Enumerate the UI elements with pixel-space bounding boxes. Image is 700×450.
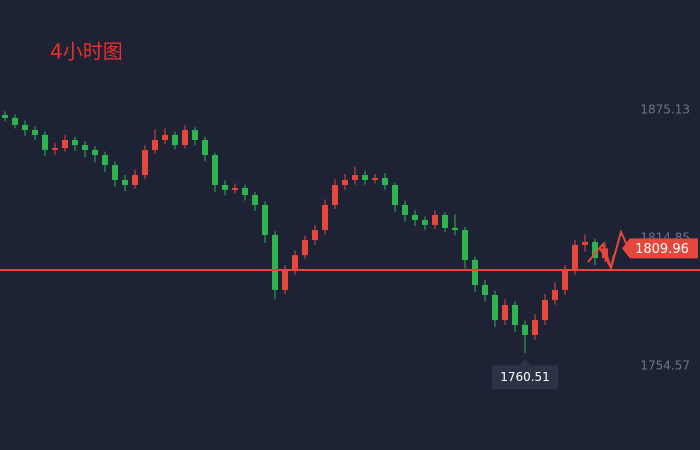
candle-body: [42, 134, 48, 150]
candle-body: [122, 179, 128, 186]
candle-body: [342, 179, 348, 186]
candle-body: [332, 185, 338, 205]
candle-body: [232, 187, 238, 190]
candle-body: [422, 220, 428, 225]
candle-body: [2, 114, 8, 118]
candle-body: [502, 304, 508, 321]
candle-body: [182, 130, 188, 146]
candle-body: [482, 285, 488, 296]
candle-body: [382, 178, 388, 186]
candle-body: [562, 269, 568, 290]
candle-body: [282, 269, 288, 290]
candle-body: [292, 255, 298, 270]
candle-body: [222, 185, 228, 190]
candle-body: [512, 304, 518, 325]
candle-body: [452, 227, 458, 231]
candle-body: [592, 241, 598, 259]
candle-body: [62, 139, 68, 149]
candle-body: [602, 248, 608, 259]
candle-body: [192, 130, 198, 140]
candle-body: [372, 178, 378, 180]
candle-body: [92, 149, 98, 156]
candle-body: [462, 230, 468, 260]
chart-title: 4小时图: [50, 40, 123, 64]
candle-body: [572, 244, 578, 270]
candle-body: [52, 148, 58, 150]
candle-body: [162, 134, 168, 140]
candle-body: [402, 204, 408, 215]
candle-body: [522, 324, 528, 335]
candle-body: [32, 130, 38, 135]
candle-body: [12, 117, 18, 125]
candle-body: [272, 234, 278, 290]
candle-body: [582, 241, 588, 245]
candle-body: [72, 139, 78, 146]
low-pointer: [520, 358, 530, 366]
candle-body: [392, 185, 398, 205]
candle-body: [492, 295, 498, 321]
low-box: [492, 365, 558, 390]
candle-body: [132, 175, 138, 186]
candle-body: [252, 194, 258, 205]
candle-body: [312, 230, 318, 241]
candle-body: [532, 320, 538, 335]
candle-body: [202, 139, 208, 156]
candle-body: [302, 240, 308, 256]
candle-body: [172, 134, 178, 146]
candle-body: [552, 289, 558, 301]
candle-body: [152, 139, 158, 150]
y-tick-label: 1754.57: [640, 358, 690, 372]
annotation-arrow-head: [599, 247, 615, 271]
candle-body: [412, 214, 418, 221]
y-tick-label: 1875.13: [640, 102, 690, 116]
price-tag-label: 1809.96: [635, 242, 689, 257]
price-tag: [622, 238, 698, 259]
candle-body: [102, 155, 108, 166]
candle-body: [22, 124, 28, 131]
low-label: 1760.51: [500, 370, 550, 384]
candle-body: [542, 300, 548, 321]
candle-body: [142, 149, 148, 176]
candle-body: [322, 204, 328, 231]
candle-body: [262, 204, 268, 235]
candle-body: [112, 165, 118, 180]
candle-body: [212, 155, 218, 186]
candle-body: [442, 214, 448, 228]
candle-body: [242, 187, 248, 195]
candle-body: [472, 259, 478, 286]
candle-body: [352, 175, 358, 180]
candle-body: [362, 175, 368, 180]
candle-body: [82, 145, 88, 150]
candle-body: [432, 214, 438, 225]
